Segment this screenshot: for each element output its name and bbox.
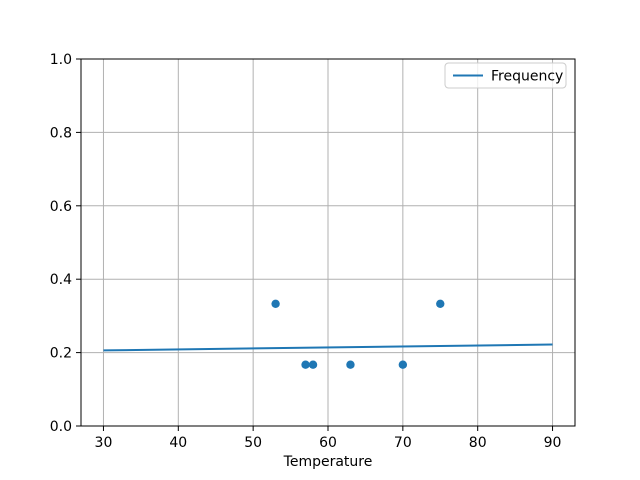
data-point — [308, 360, 318, 369]
data-point — [436, 299, 445, 308]
x-tick-label: 50 — [244, 435, 262, 451]
legend-box — [444, 62, 567, 89]
trend-line — [103, 343, 553, 352]
legend-label: Frequency — [491, 69, 563, 85]
data-point — [301, 360, 310, 369]
x-tick-label: 70 — [394, 435, 412, 451]
x-tick-label: 90 — [544, 435, 562, 451]
data-point — [271, 299, 280, 308]
legend: Frequency — [444, 62, 567, 89]
x-tick-label: 60 — [319, 435, 337, 451]
x-tick-label: 40 — [169, 435, 187, 451]
x-tick-label: 30 — [95, 435, 113, 451]
x-tick-label: 80 — [469, 435, 487, 451]
y-tick-label: 1.0 — [50, 52, 72, 68]
data-point — [346, 360, 355, 369]
y-tick-label: 0.0 — [50, 419, 72, 435]
y-tick-label: 0.6 — [50, 199, 72, 215]
y-tick-label: 0.2 — [50, 346, 72, 362]
y-tick-label: 0.4 — [50, 272, 72, 288]
data-point — [398, 360, 408, 369]
x-axis-label: Temperature — [283, 454, 373, 470]
y-tick-label: 0.8 — [50, 125, 72, 141]
